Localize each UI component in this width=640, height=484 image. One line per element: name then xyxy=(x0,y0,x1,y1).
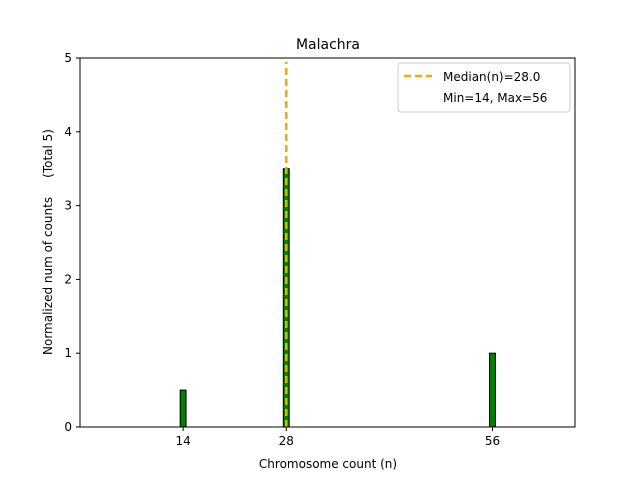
chart-title: Malachra xyxy=(296,37,360,53)
x-tick-label: 14 xyxy=(175,434,190,448)
y-tick-label: 4 xyxy=(64,125,72,139)
x-tick-label: 56 xyxy=(485,434,500,448)
legend-entry-range: Min=14, Max=56 xyxy=(443,91,547,105)
x-tick-label: 28 xyxy=(279,434,294,448)
y-tick-label: 5 xyxy=(64,51,72,65)
plot-frame xyxy=(79,57,576,428)
y-axis-label: Normalized num of counts (Total 5) xyxy=(41,129,55,355)
y-tick-label: 0 xyxy=(64,420,72,434)
x-axis-label: Chromosome count (n) xyxy=(259,457,397,471)
legend-box xyxy=(397,62,571,113)
y-tick-label: 1 xyxy=(64,346,72,360)
bar-14 xyxy=(179,389,187,428)
legend-entry-median: Median(n)=28.0 xyxy=(443,70,540,84)
y-tick-label: 3 xyxy=(64,199,72,213)
bar-56 xyxy=(489,352,496,428)
legend: Median(n)=28.0 Min=14, Max=56 xyxy=(397,62,571,113)
y-tick-label: 2 xyxy=(64,272,72,286)
